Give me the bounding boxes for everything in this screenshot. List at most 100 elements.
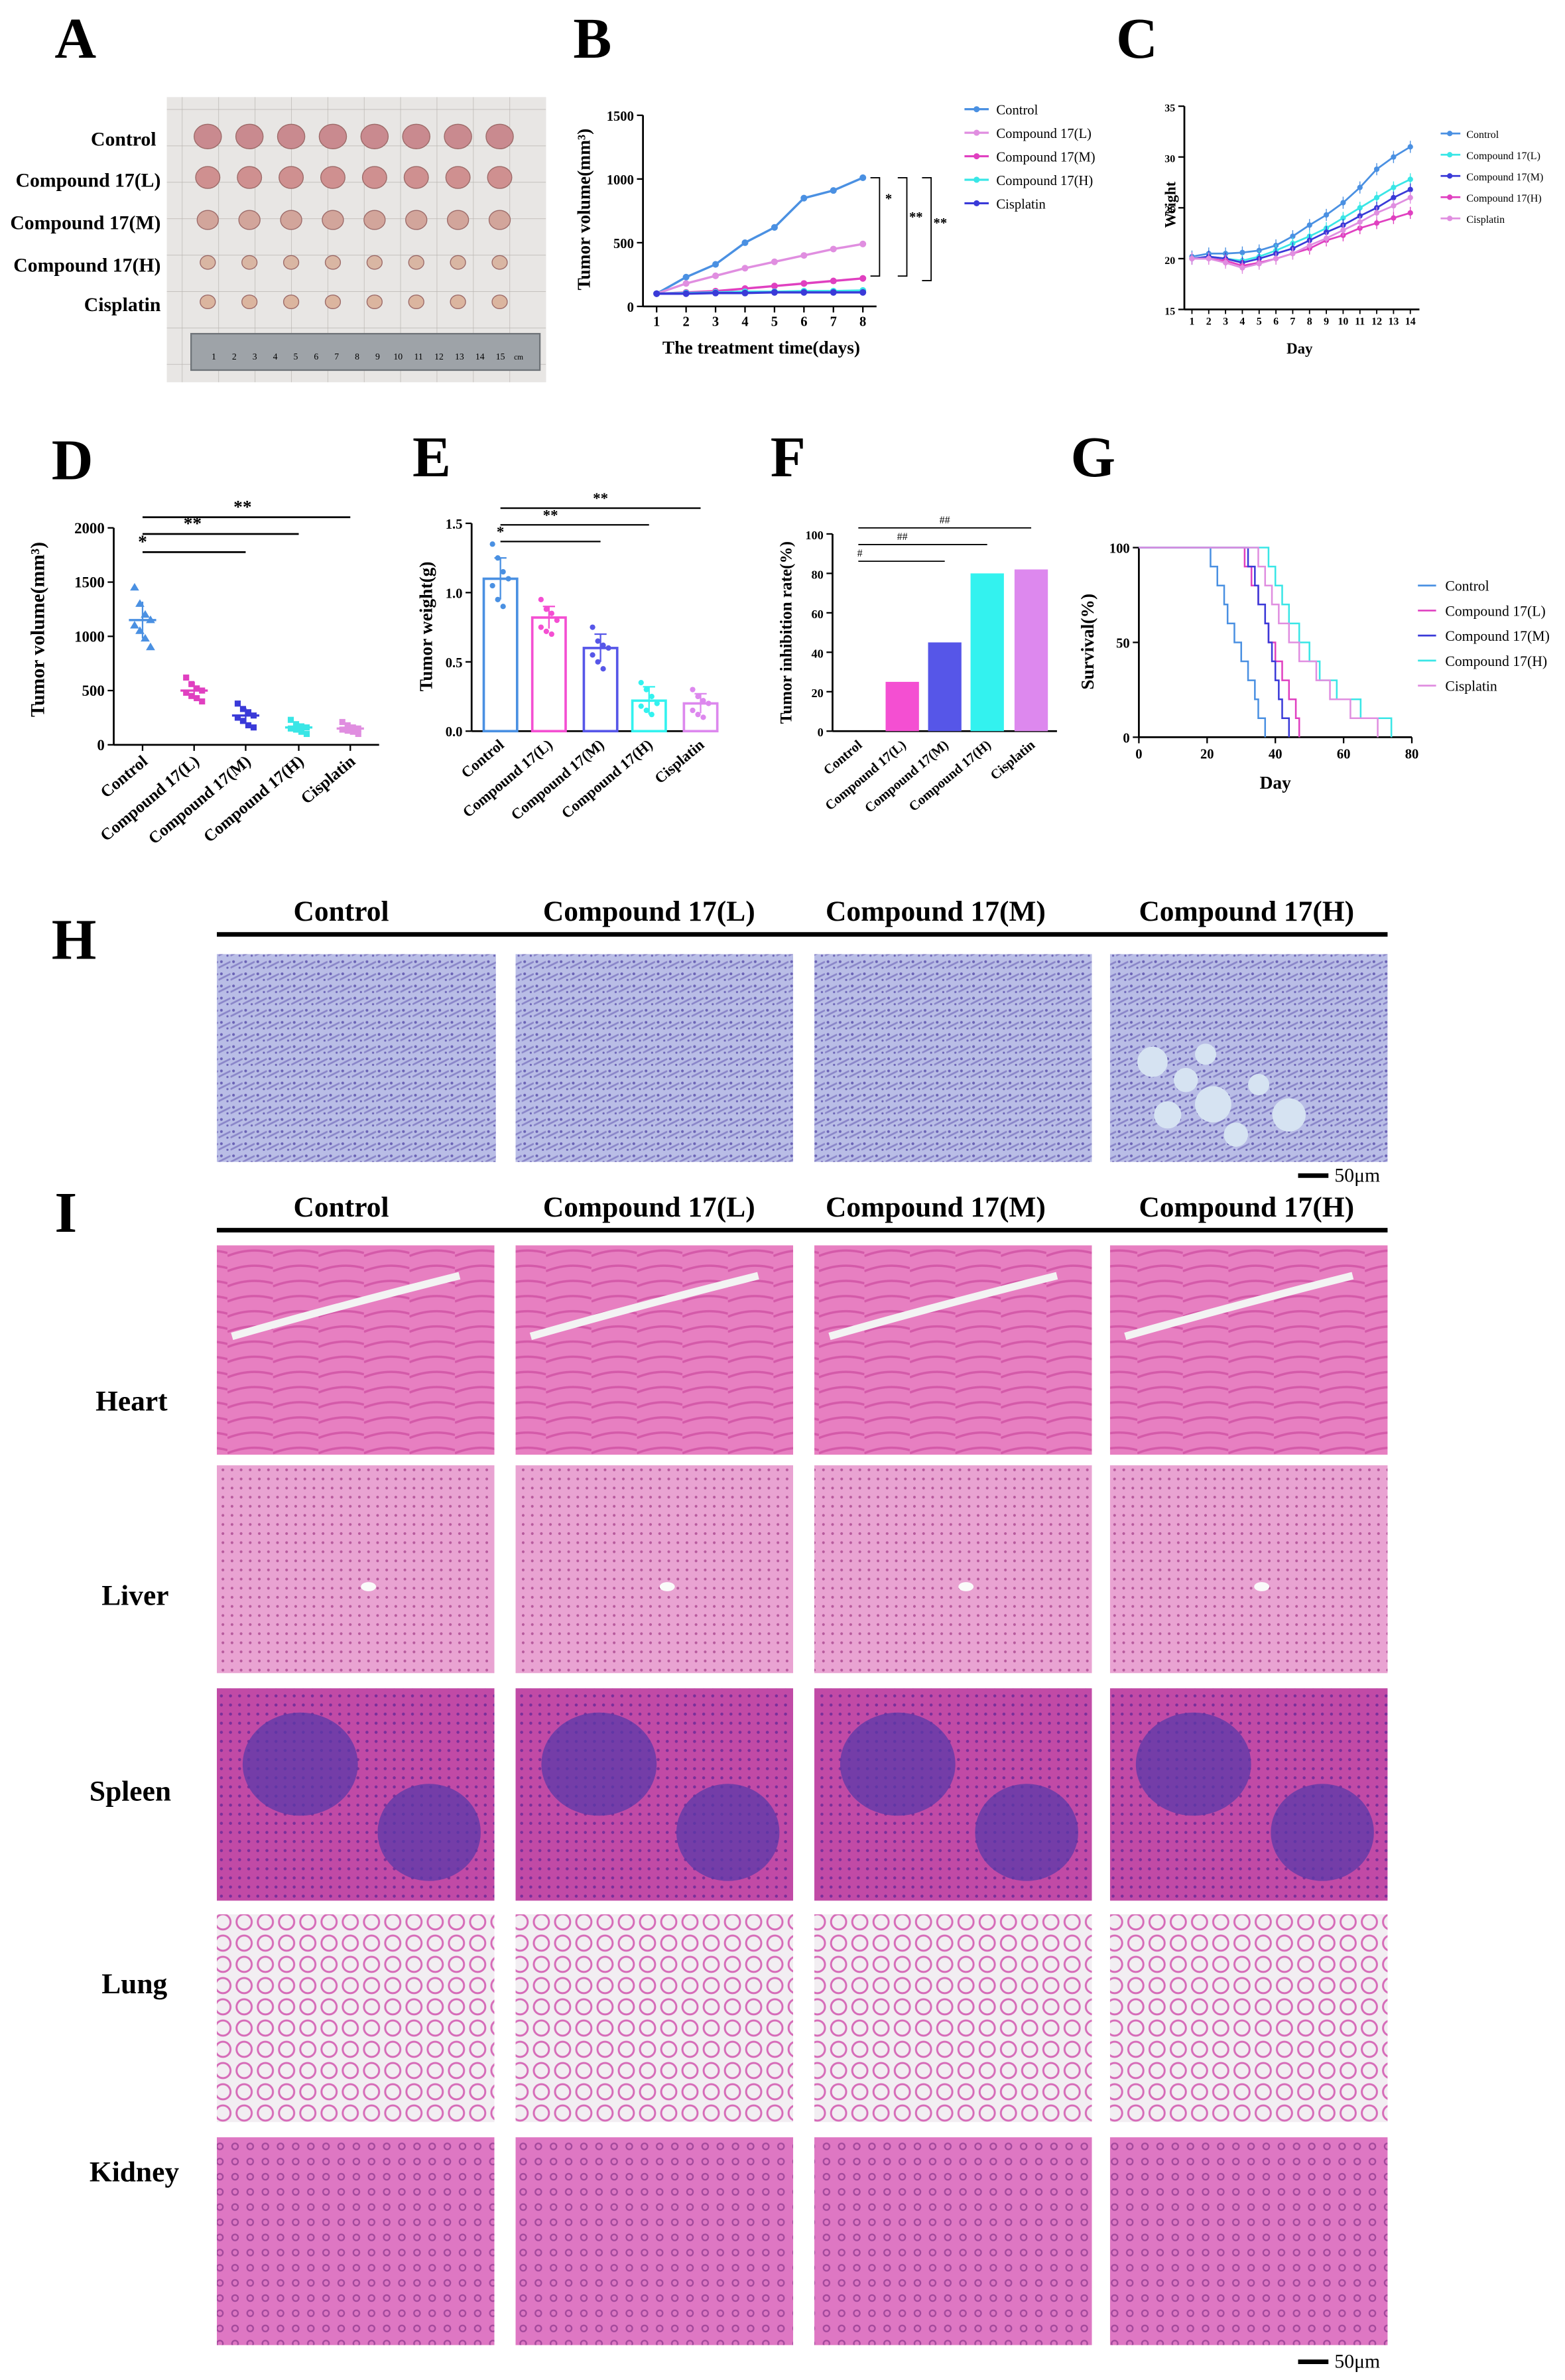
panel-letter-f: F <box>771 425 806 489</box>
ruler-number: 11 <box>414 352 423 362</box>
histology-header: Compound 17(M) <box>826 1191 1046 1223</box>
data-point <box>600 666 606 672</box>
x-tick-label: 1 <box>1189 316 1194 327</box>
data-point <box>146 642 155 651</box>
series-line <box>656 243 863 295</box>
tumor-specimen <box>235 123 264 150</box>
significance-marker: ** <box>233 497 251 517</box>
panel-letter-a: A <box>54 7 96 70</box>
x-tick-label: 7 <box>830 315 837 330</box>
tumor-specimen <box>491 295 508 310</box>
ruler-number: 9 <box>375 352 380 362</box>
panel-letter-d: D <box>52 429 94 492</box>
ruler-number: 12 <box>434 352 444 362</box>
y-tick-label: 80 <box>811 568 823 581</box>
legend-marker <box>1447 173 1453 179</box>
x-tick-label: 9 <box>1324 316 1329 327</box>
data-point <box>712 289 720 297</box>
panel-g: 0 50 100 0 20 40 60 80 Control Compound 17(L) Comp… <box>1078 542 1550 793</box>
histology-header: Control <box>294 895 389 927</box>
y-tick-label: 0 <box>97 737 104 754</box>
vessel-gap <box>361 1582 377 1591</box>
significance-marker: * <box>138 532 147 552</box>
data-point <box>690 687 696 693</box>
significance-marker: * <box>497 524 504 541</box>
tumor-specimen <box>318 123 347 150</box>
white-pulp <box>242 1712 358 1816</box>
legend-marker <box>973 129 980 136</box>
data-point <box>287 716 294 723</box>
data-point <box>489 541 495 547</box>
tumor-specimen <box>282 295 300 310</box>
legend-marker <box>973 176 980 183</box>
data-point <box>700 698 706 704</box>
tumor-specimen <box>277 123 306 150</box>
bar <box>885 681 919 732</box>
data-point <box>1391 184 1397 190</box>
y-tick-label: 60 <box>811 608 823 621</box>
data-point <box>543 606 549 612</box>
data-point <box>1239 265 1245 271</box>
tumor-specimen <box>444 123 472 150</box>
data-point <box>830 277 837 285</box>
white-pulp <box>1271 1784 1374 1881</box>
legend-label: Compound 17(L) <box>1445 603 1545 619</box>
data-point <box>1357 225 1363 231</box>
scale-bar-label: 50μm <box>1334 1165 1380 1186</box>
organ-label: Lung <box>101 1968 167 2000</box>
organ-section <box>814 2137 1092 2346</box>
data-point <box>1407 176 1413 182</box>
data-point <box>830 187 837 194</box>
data-point <box>1340 215 1346 221</box>
ruler-number: 1 <box>212 352 216 362</box>
tumor-section <box>217 954 496 1162</box>
panel-letter-g: G <box>1070 425 1115 489</box>
bar <box>970 573 1004 732</box>
sig-bracket <box>870 177 881 277</box>
data-point <box>130 582 139 591</box>
white-pulp <box>840 1712 956 1816</box>
legend-label: Compound 17(L) <box>996 127 1091 141</box>
chart-g-xlabel: Day <box>1260 773 1292 793</box>
data-point <box>800 280 808 287</box>
significance-marker: ** <box>909 210 923 225</box>
data-point <box>695 693 701 700</box>
ruler-number: 8 <box>355 352 359 362</box>
tumor-row-label: Cisplatin <box>84 295 161 316</box>
panel-letter-b: B <box>573 7 611 70</box>
histology-header: Compound 17(H) <box>1139 895 1354 927</box>
data-point <box>250 724 257 731</box>
panel-a: Control Compound 17(L) Compound 17(M) Co… <box>10 97 546 383</box>
data-point <box>638 703 644 709</box>
vessel-gap <box>958 1582 974 1591</box>
x-tick-label: 3 <box>712 315 719 330</box>
data-point <box>1306 222 1312 228</box>
y-tick-label: 1000 <box>74 628 105 645</box>
panel-h: Control Compound 17(L) Compound 17(M) Co… <box>217 895 1388 1186</box>
data-point <box>771 289 778 296</box>
data-point <box>700 714 706 720</box>
x-tick-label: 13 <box>1388 316 1399 327</box>
y-tick-label: 1.5 <box>446 517 463 532</box>
chart-c-ylabel: Weight <box>1162 181 1178 228</box>
panel-letter-e: E <box>412 425 451 489</box>
vessel-gap <box>1254 1582 1270 1591</box>
x-tick-label: 12 <box>1371 316 1382 327</box>
data-point <box>548 610 554 616</box>
x-tick-label: 6 <box>1273 316 1279 327</box>
data-point <box>239 706 247 712</box>
x-tick-label: 8 <box>859 315 866 330</box>
data-point <box>1222 259 1229 266</box>
legend-marker <box>973 153 980 160</box>
data-point <box>859 275 867 282</box>
x-tick-label: 2 <box>682 315 689 330</box>
histology-header: Compound 17(H) <box>1139 1191 1354 1223</box>
tumor-specimen <box>194 123 222 150</box>
data-point <box>234 700 241 707</box>
data-point <box>643 707 649 714</box>
significance-marker: ## <box>897 531 908 543</box>
x-tick-label: 40 <box>1269 747 1283 761</box>
data-point <box>830 289 837 296</box>
data-point <box>554 618 560 624</box>
